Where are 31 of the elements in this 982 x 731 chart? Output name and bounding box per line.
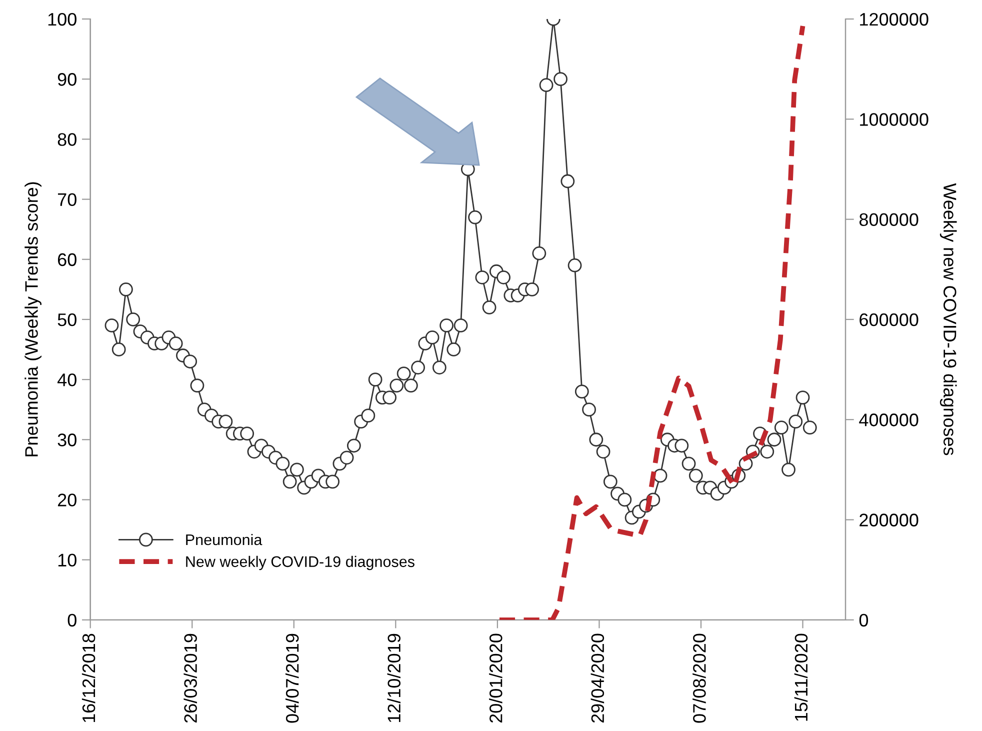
y-tick-label: 70	[58, 193, 76, 206]
y-tick-label: 10	[58, 554, 76, 567]
x-tick-label: 26/03/2019	[184, 634, 197, 723]
x-tick-label: 29/04/2020	[590, 634, 604, 723]
y2-tick-label: 0	[859, 614, 868, 627]
y-tick-label: 30	[58, 434, 76, 446]
line-series	[497, 24, 806, 620]
x-tick-label: 20/01/2020	[489, 634, 502, 723]
x-tick-label: 15/11/2020	[794, 634, 808, 721]
y2-tick-label: 800000	[859, 213, 918, 226]
y2-tick-label: 1000000	[860, 113, 928, 126]
y-axis-title: Pneumonia (Weekly Trends score)	[24, 182, 42, 456]
y2-tick-label: 400000	[859, 414, 918, 426]
y2-axis-title: Weekly new COVID-19 diagnoses	[940, 183, 957, 456]
y-tick-label: 80	[58, 133, 76, 146]
x-tick-label: 12/10/2019	[387, 634, 401, 722]
y-tick-label: 20	[58, 494, 76, 506]
y2-tick-label: 600000	[860, 313, 918, 326]
y-tick-label: 0	[68, 614, 76, 627]
legend-label: New weekly COVID-19 diagnoses	[186, 556, 414, 570]
y-tick-label: 60	[58, 253, 76, 266]
x-tick-label: 07/08/2020	[692, 634, 706, 723]
y-tick-label: 40	[57, 373, 76, 386]
y-tick-label: 50	[58, 313, 76, 326]
x-tick-label: 04/07/2019	[285, 634, 299, 723]
y2-tick-label: 200000	[860, 514, 918, 526]
x-tick-label: 16/12/2018	[82, 634, 96, 722]
legend-label: Pneumonia	[186, 534, 262, 546]
y-tick-label: 100	[48, 12, 76, 26]
y-tick-label: 90	[58, 73, 76, 86]
y2-tick-label: 1200000	[860, 12, 928, 26]
